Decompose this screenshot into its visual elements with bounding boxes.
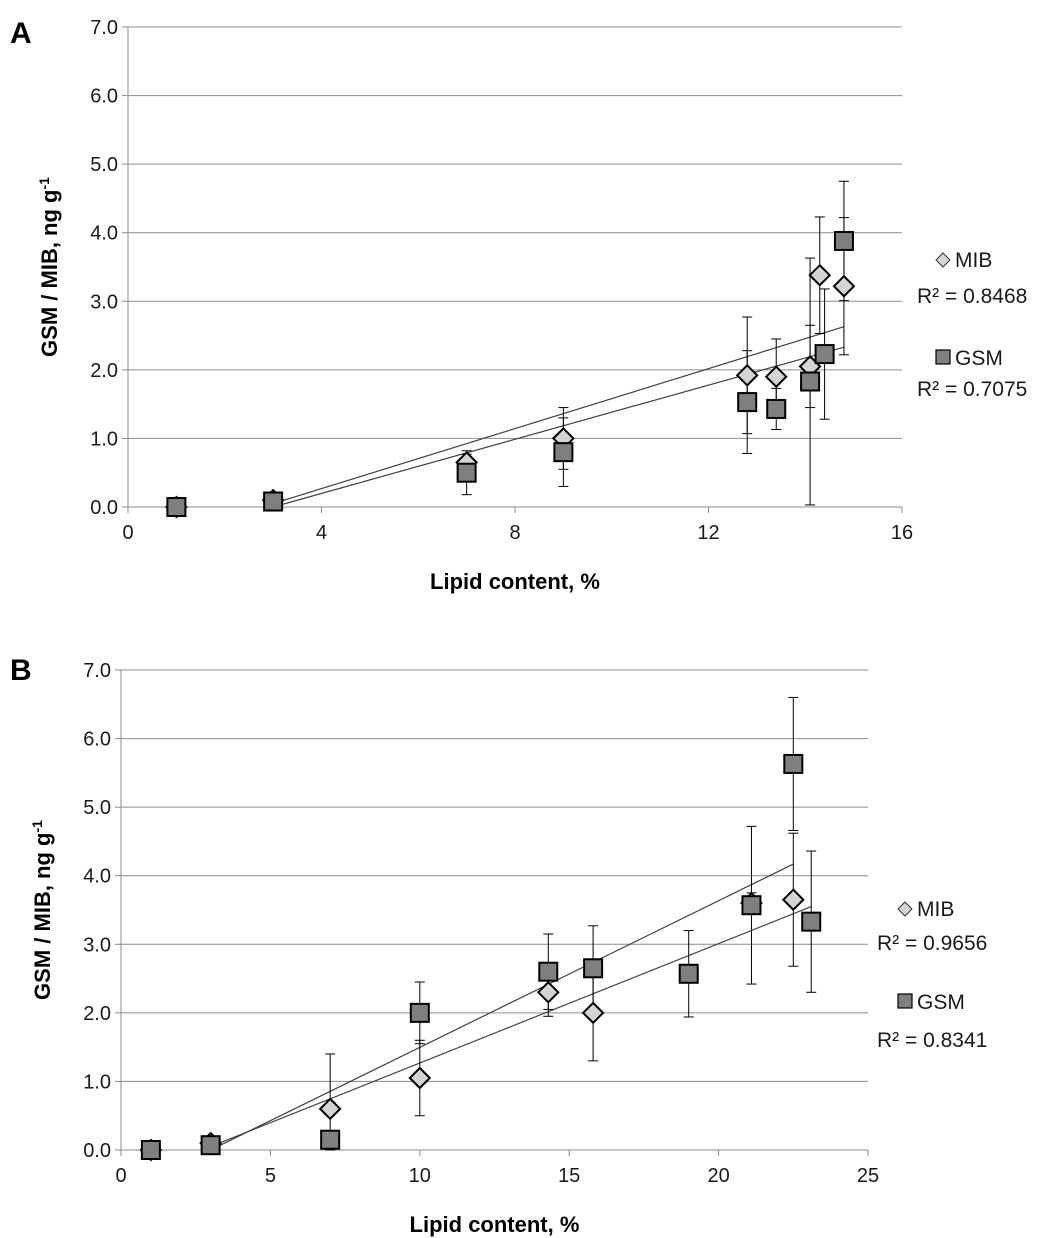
panel-a-mib-trendline — [272, 326, 845, 505]
panel-a-mib-point — [832, 274, 856, 298]
panel-a-y-axis-label-superscript: -1 — [36, 177, 52, 190]
panel-a-gsm-point — [737, 392, 758, 413]
panel-b-x-tick-label: 25 — [857, 1165, 879, 1187]
panel-a-legend-gsm-r2: R² = 0.7075 — [917, 378, 1027, 401]
panel-a-y-tick-label: 4.0 — [90, 223, 118, 245]
panel-b-gsm-trendline — [210, 863, 794, 1151]
panel-b-label: B — [10, 654, 32, 687]
panel-b-legend-mib-marker — [897, 901, 913, 917]
panel-a-legend-mib-marker — [935, 252, 951, 268]
panel-b-x-tick-label: 20 — [707, 1165, 729, 1187]
panel-b-x-tick-label: 10 — [409, 1165, 431, 1187]
panel-b-y-tick-label: 6.0 — [83, 729, 111, 751]
panel-a-legend-mib-r2: R² = 0.8468 — [917, 285, 1027, 308]
panel-a-gsm-point — [833, 230, 854, 251]
panel-a-x-tick-label: 12 — [697, 522, 719, 544]
panel-b-x-tick-label: 5 — [265, 1165, 276, 1187]
panel-b-mib-trendline — [210, 906, 812, 1148]
panel-b-y-tick-label: 5.0 — [83, 797, 111, 819]
panel-a-gsm-point — [553, 442, 574, 463]
panel-b-gsm-point — [783, 753, 804, 774]
panel-b-legend-mib-r2: R² = 0.9656 — [877, 932, 987, 955]
panel-b-gsm-point — [320, 1129, 341, 1150]
panel-a-x-tick-label: 4 — [316, 522, 327, 544]
panel-a-gsm-point — [766, 398, 787, 419]
panel-a-y-tick-label: 7.0 — [90, 17, 118, 39]
panel-b-mib-point — [781, 888, 805, 912]
panel-a-gsm-point — [263, 491, 284, 512]
panel-a-gsm-trendline — [272, 346, 845, 508]
panel-b-gsm-point — [409, 1002, 430, 1023]
panel-a-x-tick-label: 16 — [891, 522, 913, 544]
panel-b-x-tick-label: 15 — [558, 1165, 580, 1187]
panel-a-y-tick-label: 5.0 — [90, 154, 118, 176]
panel-b-y-tick-label: 4.0 — [83, 866, 111, 888]
panel-a-mib-point — [808, 263, 832, 287]
panel-a-legend-gsm-marker — [935, 349, 951, 365]
panel-a-y-tick-label: 0.0 — [90, 497, 118, 519]
panel-b-x-axis-label: Lipid content, % — [410, 1212, 580, 1237]
panel-b-gsm-point — [200, 1135, 221, 1156]
panel-b-y-axis-label-main: GSM / MIB, ng g — [30, 833, 55, 1000]
panel-b-mib-point — [318, 1097, 342, 1121]
panel-b-gsm-point — [140, 1140, 161, 1160]
panel-a-gsm-point — [814, 344, 835, 365]
panel-b-y-tick-label: 7.0 — [83, 660, 111, 682]
panel-a-gsm-point — [166, 497, 187, 517]
panel-a: A 0.0 1.0 2.0 3.0 4.0 5.0 6.0 7.0 0 4 8 12 16 Lipid co… — [10, 17, 1027, 594]
panel-b: B 0.0 1.0 2.0 3.0 4.0 5.0 6.0 7.0 0 5 10 15 20 25 Lipid… — [10, 654, 987, 1237]
panel-b-legend-gsm-marker — [897, 993, 913, 1009]
panel-a-y-axis-label: GSM / MIB, ng g-1 — [36, 177, 62, 357]
panel-a-x-tick-label: 8 — [509, 522, 520, 544]
panel-b-legend-gsm-label: GSM — [917, 991, 965, 1014]
panel-b-y-axis-label: GSM / MIB, ng g-1 — [29, 820, 55, 1000]
panel-b-y-tick-label: 1.0 — [83, 1071, 111, 1093]
panel-a-y-tick-label: 2.0 — [90, 360, 118, 382]
panel-b-mib-point — [581, 1001, 605, 1025]
panel-b-y-tick-label: 2.0 — [83, 1003, 111, 1025]
panel-a-gsm-point — [456, 462, 477, 483]
panel-b-x-tick-label: 0 — [115, 1165, 126, 1187]
panel-b-gsm-point — [741, 895, 762, 916]
panel-b-y-tick-label: 0.0 — [83, 1140, 111, 1162]
panel-a-y-tick-label: 6.0 — [90, 86, 118, 108]
panel-a-y-axis-label-main: GSM / MIB, ng g — [37, 190, 62, 357]
panel-b-y-axis-label-superscript: -1 — [29, 820, 45, 833]
panel-a-y-tick-label: 3.0 — [90, 291, 118, 313]
panel-b-legend-mib-label: MIB — [917, 898, 954, 921]
panel-b-gsm-point — [801, 911, 822, 932]
panel-a-gsm-point — [800, 371, 821, 392]
panel-b-mib-point — [408, 1066, 432, 1090]
panel-a-x-axis-label: Lipid content, % — [430, 569, 600, 594]
panel-b-gsm-point — [583, 958, 604, 979]
panel-b-y-tick-label: 3.0 — [83, 934, 111, 956]
panel-a-mib-point — [764, 365, 788, 389]
panel-a-x-tick-label: 0 — [122, 522, 133, 544]
panel-b-mib-point — [536, 980, 560, 1004]
panel-a-y-tick-label: 1.0 — [90, 428, 118, 450]
panel-a-mib-point — [735, 363, 759, 387]
panel-b-legend-gsm-r2: R² = 0.8341 — [877, 1029, 987, 1052]
panel-a-label: A — [10, 17, 32, 50]
panel-a-legend-mib-label: MIB — [955, 249, 992, 272]
panel-a-legend-gsm-label: GSM — [955, 347, 1003, 370]
panel-b-gsm-point — [538, 961, 559, 982]
panel-b-gsm-point — [678, 963, 699, 984]
